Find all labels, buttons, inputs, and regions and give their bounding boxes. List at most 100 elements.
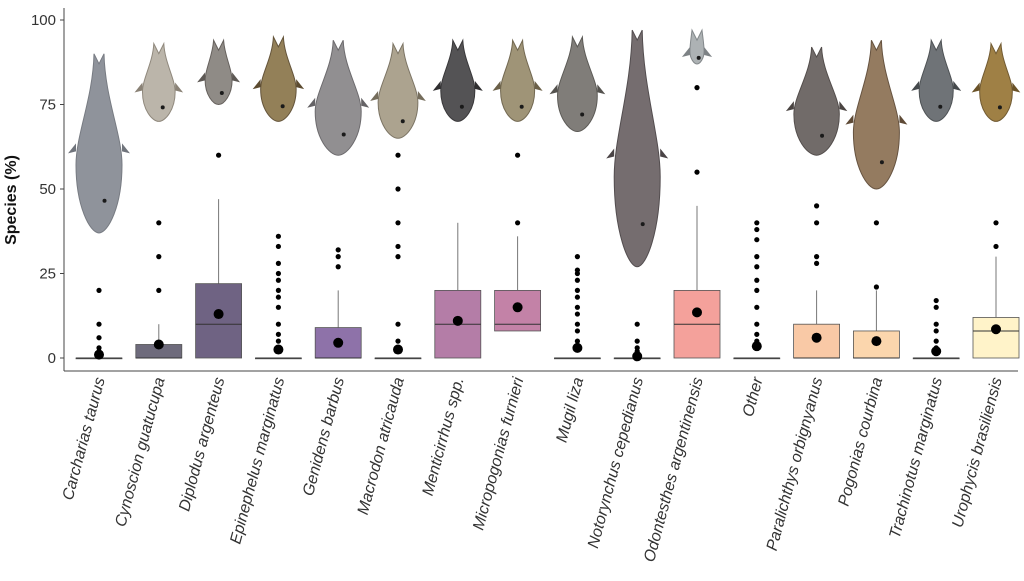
outlier-point — [275, 304, 281, 310]
outlier-point — [574, 287, 581, 293]
box-group — [434, 222, 482, 359]
fish-image — [845, 40, 908, 190]
outlier-point — [574, 254, 581, 260]
outlier-point — [814, 254, 820, 260]
fish-fin — [122, 143, 130, 154]
outlier-point — [275, 338, 281, 344]
fish-eye — [341, 132, 346, 137]
outlier-point — [156, 220, 162, 226]
outlier-point — [96, 287, 102, 293]
outlier-point — [275, 294, 281, 300]
mean-point — [393, 344, 403, 355]
outlier-point — [574, 321, 581, 327]
fish-eye — [459, 104, 464, 109]
outlier-point — [395, 220, 401, 226]
outlier-point — [574, 304, 581, 310]
fish-eye — [696, 55, 701, 60]
outlier-point — [96, 321, 102, 327]
outlier-point — [754, 331, 760, 337]
fish-image — [68, 53, 130, 234]
outlier-point — [754, 277, 760, 283]
x-category-label: Trachinotus marginatus — [887, 376, 946, 541]
mean-point — [751, 341, 762, 352]
fish-eye — [640, 222, 645, 227]
outlier-point — [395, 152, 401, 158]
fish-eye — [102, 198, 107, 203]
outlier-point — [694, 169, 700, 175]
x-category-label: Diplodus argenteus — [176, 376, 228, 514]
y-tick-label: 75 — [39, 97, 56, 114]
x-category-label: Pogonias courbina — [836, 376, 887, 509]
fish-eye — [280, 104, 285, 109]
y-tick-label: 50 — [39, 181, 56, 198]
outlier-point — [335, 254, 341, 260]
box-group — [75, 287, 123, 360]
fish-body — [377, 41, 419, 139]
fish-fin — [492, 80, 501, 91]
outlier-point — [634, 338, 640, 344]
x-category-label: Odontesthes argentinensis — [641, 376, 707, 564]
x-category-label: Mugil liza — [554, 376, 588, 445]
outlier-point — [873, 284, 880, 290]
fish-fin — [175, 82, 184, 93]
mean-point — [153, 339, 164, 350]
fish-image — [252, 34, 305, 122]
x-category-label: Urophycis brasiliensis — [949, 376, 1005, 530]
outlier-point — [574, 270, 581, 277]
x-category-label: Epinephelus marginatus — [227, 376, 288, 546]
outlier-point — [933, 297, 939, 304]
x-category-label: Menticirrhus spp. — [420, 376, 468, 498]
fish-fin — [953, 80, 962, 91]
box-group — [135, 220, 183, 359]
outlier-point — [873, 220, 880, 226]
outlier-point — [814, 203, 820, 209]
outlier-point — [574, 311, 581, 317]
box-group — [912, 297, 960, 360]
box-rect — [195, 283, 243, 359]
box-group — [554, 254, 601, 360]
fish-eye — [997, 105, 1002, 110]
outlier-point — [634, 321, 640, 327]
outlier-point — [335, 247, 341, 253]
fish-image — [911, 38, 962, 122]
fish-body — [918, 38, 954, 122]
outlier-point — [754, 321, 760, 327]
fish-body — [314, 40, 362, 156]
outlier-point — [395, 338, 401, 344]
x-category-label: Cynoscion guatucupa — [112, 376, 168, 529]
box-group — [733, 220, 781, 360]
fish-fin — [660, 148, 669, 159]
outlier-point — [275, 233, 281, 239]
outlier-point — [574, 328, 581, 334]
box-group — [793, 203, 840, 359]
x-category-label: Carcharias taurus — [60, 376, 109, 502]
fish-body — [440, 38, 476, 122]
outlier-point — [275, 243, 281, 250]
fish-body — [852, 40, 900, 190]
outlier-point — [993, 220, 999, 226]
outlier-point — [275, 287, 281, 293]
fish-fin — [232, 72, 241, 83]
fish-body — [204, 38, 233, 106]
fish-image — [307, 40, 370, 156]
fish-fin — [197, 72, 206, 83]
fish-eye — [580, 112, 585, 117]
fish-fin — [549, 84, 558, 95]
outlier-point — [814, 220, 820, 226]
fish-eye — [820, 133, 825, 138]
outlier-point — [156, 254, 162, 260]
fish-eye — [938, 104, 943, 109]
box-group — [494, 152, 542, 332]
mean-point — [213, 309, 224, 320]
fish-fin — [432, 80, 441, 91]
outlier-point — [754, 237, 760, 243]
x-category-label: Macrodon atricauda — [355, 376, 408, 517]
outlier-point — [754, 287, 760, 293]
fish-fin — [597, 84, 606, 95]
fish-image — [549, 34, 606, 133]
fish-body — [613, 29, 661, 268]
box-rect — [972, 317, 1020, 359]
fish-image — [492, 38, 543, 122]
fish-fin — [474, 80, 483, 91]
